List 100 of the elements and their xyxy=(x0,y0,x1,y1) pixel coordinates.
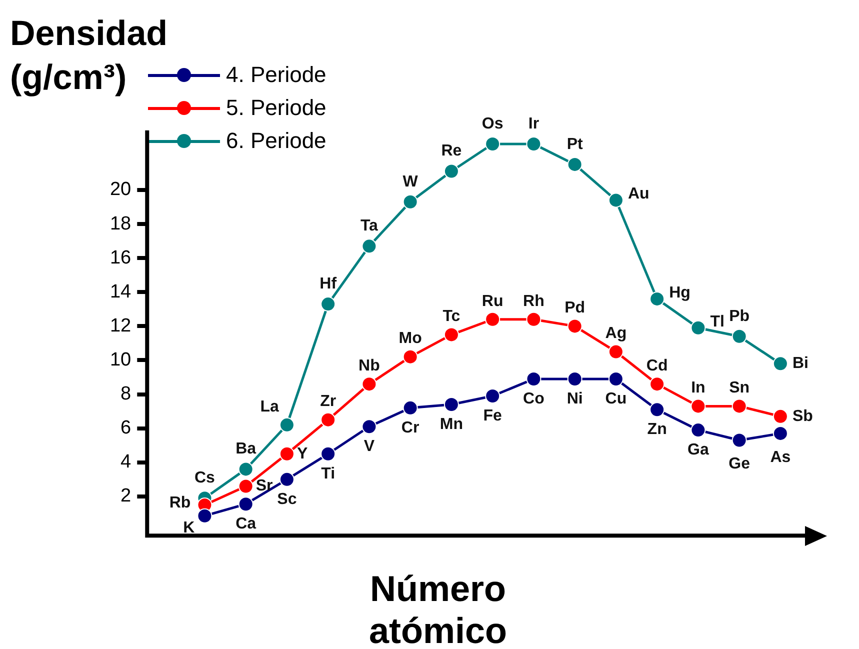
data-label: Fe xyxy=(483,407,502,424)
point xyxy=(238,462,254,477)
data-label: Cu xyxy=(605,390,627,408)
data-label: Zr xyxy=(320,393,336,410)
data-label: Sn xyxy=(729,380,750,397)
data-label: K xyxy=(183,519,196,536)
data-label: Ge xyxy=(728,456,750,473)
point xyxy=(279,472,294,487)
point xyxy=(279,417,294,432)
data-label: Mn xyxy=(440,416,464,433)
data-label: Rh xyxy=(523,292,544,310)
data-label: Ag xyxy=(605,325,627,342)
data-label: Ba xyxy=(236,440,256,458)
data-label: Pb xyxy=(729,308,750,325)
point xyxy=(485,312,500,327)
point xyxy=(608,192,624,208)
point xyxy=(402,194,418,210)
data-label: Ru xyxy=(482,292,504,310)
data-label: Ti xyxy=(321,465,336,482)
point xyxy=(732,432,747,448)
point xyxy=(772,426,788,441)
data-label: Mo xyxy=(398,330,422,348)
point xyxy=(526,371,542,386)
data-label: Au xyxy=(628,186,650,203)
point xyxy=(362,238,377,254)
data-label: Ga xyxy=(688,441,709,458)
point xyxy=(362,376,377,392)
data-label: In xyxy=(691,380,706,397)
point xyxy=(608,371,624,386)
data-label: Ta xyxy=(360,218,378,235)
data-label: Tc xyxy=(442,308,460,326)
data-label: W xyxy=(402,173,419,190)
y-tick-label: 8 xyxy=(120,384,132,405)
data-label: Zn xyxy=(647,421,667,438)
point xyxy=(650,291,665,306)
point xyxy=(320,446,336,462)
data-label: Sc xyxy=(277,490,297,508)
point xyxy=(732,398,747,414)
y-axis-title: Densidad (g/cm³) xyxy=(10,13,169,99)
point xyxy=(567,318,582,334)
y-tick-label: 16 xyxy=(110,247,132,268)
data-label: Bi xyxy=(792,355,808,372)
point xyxy=(238,496,254,512)
y-tick-label: 12 xyxy=(110,315,132,336)
data-label: Y xyxy=(296,445,308,462)
data-label: Os xyxy=(482,115,504,132)
legend-label: 5. Periode xyxy=(226,94,326,122)
point xyxy=(362,419,377,434)
data-label: Hg xyxy=(669,284,690,302)
point xyxy=(608,344,624,360)
point xyxy=(650,402,665,418)
data-label: Rb xyxy=(169,494,191,512)
point xyxy=(526,312,542,327)
point xyxy=(320,412,336,428)
y-tick-label: 14 xyxy=(110,281,132,302)
legend-label: 4. Periode xyxy=(226,61,326,89)
point xyxy=(772,356,788,372)
point xyxy=(444,327,459,342)
data-label: Ir xyxy=(528,115,540,132)
point xyxy=(772,408,788,424)
data-label: Sb xyxy=(792,408,814,425)
data-label: Pd xyxy=(564,300,586,317)
legend-label: 6. Periode xyxy=(226,127,326,155)
point xyxy=(197,508,212,524)
point xyxy=(567,371,582,386)
y-tick-label: 10 xyxy=(110,349,132,370)
point xyxy=(485,136,500,152)
y-tick-label: 18 xyxy=(110,213,132,234)
data-label: Hf xyxy=(320,275,338,292)
data-label: Tl xyxy=(710,313,724,330)
point xyxy=(485,388,500,404)
data-label: Co xyxy=(523,390,545,408)
data-label: As xyxy=(770,448,791,466)
point xyxy=(279,446,294,462)
point xyxy=(526,136,542,152)
point xyxy=(402,349,418,364)
point xyxy=(320,296,336,312)
point xyxy=(690,422,706,438)
y-tick-label: 6 xyxy=(120,418,132,439)
y-tick-label: 4 xyxy=(120,452,132,473)
point xyxy=(732,328,747,344)
data-label: Pt xyxy=(566,136,584,153)
point xyxy=(567,156,582,172)
point xyxy=(402,400,418,416)
y-tick-label: 20 xyxy=(110,179,132,200)
data-label: Ni xyxy=(566,390,583,408)
data-label: La xyxy=(260,398,280,416)
point xyxy=(650,376,665,392)
x-axis-title: Número atómico xyxy=(368,568,508,649)
data-label: Cr xyxy=(401,419,420,436)
point xyxy=(690,398,706,414)
data-label: Re xyxy=(441,142,462,160)
point xyxy=(444,397,459,412)
data-label: Nb xyxy=(358,357,380,374)
data-label: Cs xyxy=(194,470,216,487)
point xyxy=(238,478,254,494)
data-label: Cd xyxy=(646,357,668,374)
point xyxy=(444,164,459,179)
data-label: V xyxy=(364,438,375,456)
point xyxy=(690,320,706,336)
